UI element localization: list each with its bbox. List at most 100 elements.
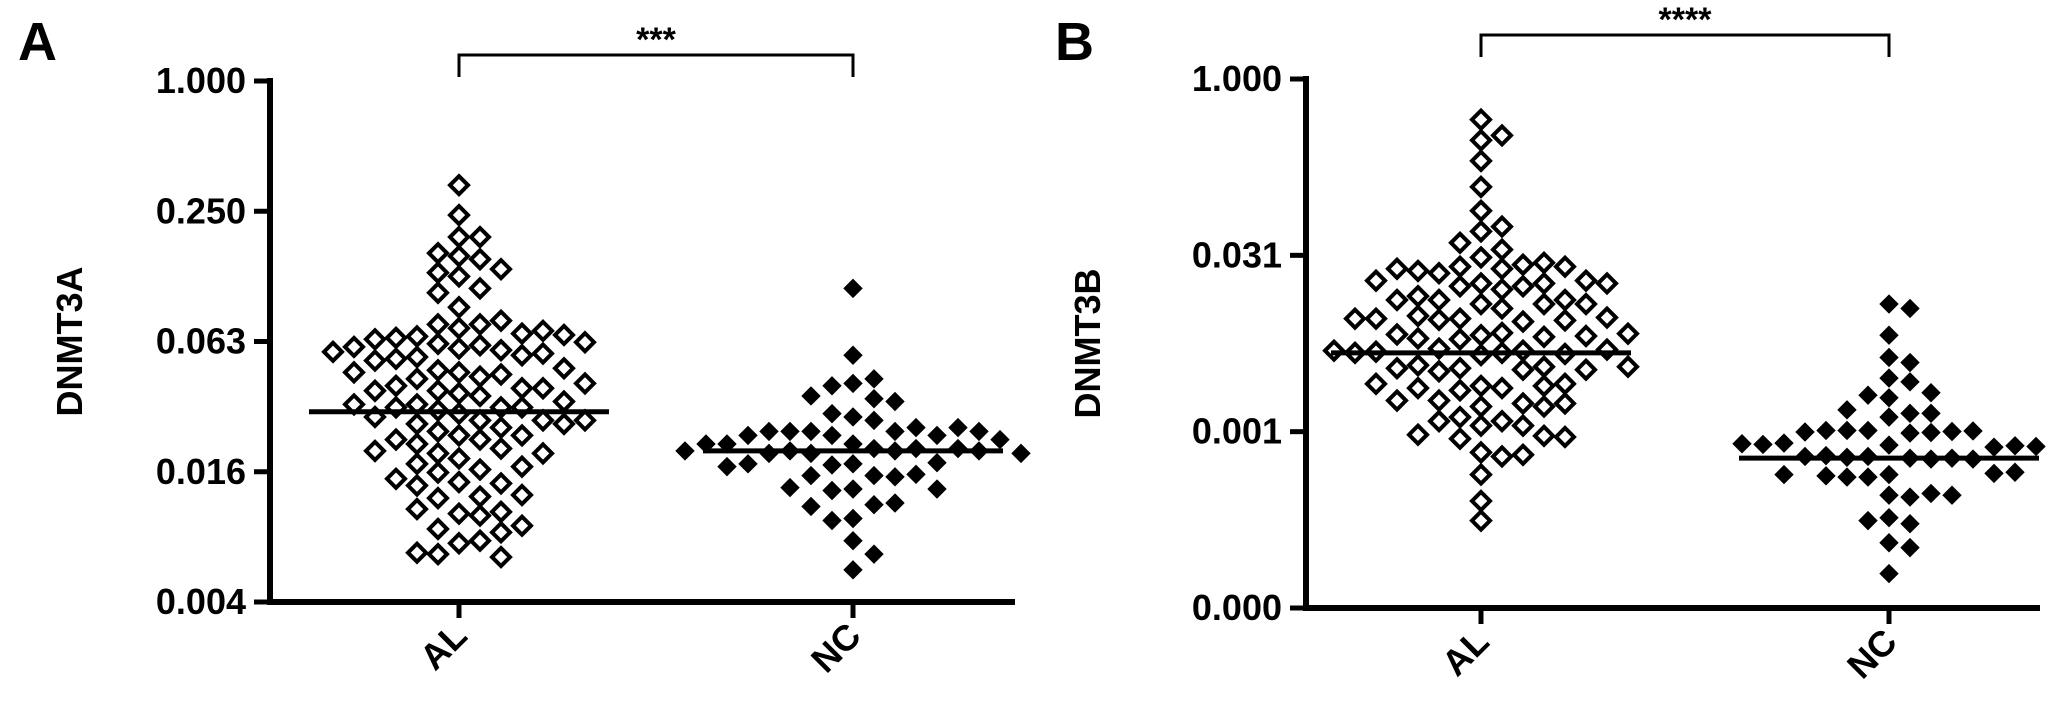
data-point <box>864 410 884 431</box>
data-point <box>1879 464 1899 485</box>
data-point <box>468 503 492 528</box>
data-point <box>1427 288 1451 312</box>
data-point <box>1469 175 1493 199</box>
data-point <box>927 479 947 499</box>
data-point <box>1879 368 1899 388</box>
y-tick-label: 0.016 <box>156 451 246 492</box>
data-point <box>843 531 863 551</box>
data-point <box>801 496 821 517</box>
data-point <box>552 412 576 436</box>
data-point <box>948 417 968 438</box>
data-point <box>1490 256 1514 281</box>
data-point <box>510 395 534 420</box>
panel-label: A <box>18 12 57 72</box>
data-point <box>426 312 450 337</box>
data-point <box>1490 409 1514 434</box>
data-point <box>468 484 492 509</box>
data-point <box>531 319 555 343</box>
data-point <box>447 360 471 385</box>
data-point <box>1011 443 1031 464</box>
data-point <box>405 367 429 391</box>
data-point <box>990 429 1010 450</box>
data-point <box>1406 376 1430 400</box>
data-point <box>843 407 863 427</box>
data-point <box>342 360 366 385</box>
data-point <box>801 386 821 406</box>
data-point <box>1469 219 1493 244</box>
data-point <box>384 395 408 420</box>
data-point <box>489 338 513 362</box>
data-point <box>1921 483 1941 504</box>
data-point <box>1427 409 1451 434</box>
data-point <box>363 327 387 352</box>
data-point <box>489 471 513 496</box>
data-point <box>1879 294 1899 314</box>
data-point <box>1532 324 1556 349</box>
data-point <box>573 408 597 433</box>
data-point <box>885 421 905 442</box>
data-point <box>1879 533 1899 553</box>
data-point <box>1574 292 1598 316</box>
data-point <box>843 479 863 499</box>
data-point <box>1469 508 1493 533</box>
data-point <box>1490 123 1514 148</box>
data-point <box>573 371 597 396</box>
data-point <box>1553 425 1577 449</box>
data-point <box>1879 388 1899 408</box>
data-point <box>1448 230 1472 255</box>
data-point <box>885 467 905 487</box>
data-point <box>426 441 450 466</box>
data-point <box>1469 394 1493 419</box>
data-point <box>1553 372 1577 396</box>
data-point <box>1469 489 1493 513</box>
data-point <box>405 451 429 476</box>
significance-bracket <box>457 53 855 77</box>
data-point <box>1879 407 1899 427</box>
data-point <box>1490 444 1514 469</box>
data-point <box>468 312 492 337</box>
y-tick-label: 0.001 <box>1192 411 1282 452</box>
data-point <box>1406 259 1430 283</box>
data-point <box>1595 337 1619 362</box>
data-point <box>1532 423 1556 448</box>
data-point <box>2005 436 2025 456</box>
data-point <box>426 542 450 566</box>
data-point <box>1469 374 1493 398</box>
data-point <box>1963 421 1983 441</box>
data-point <box>510 343 534 368</box>
data-point <box>864 388 884 409</box>
data-point <box>1553 254 1577 279</box>
data-point <box>1837 467 1857 487</box>
data-point <box>843 373 863 394</box>
data-point <box>843 278 863 299</box>
data-point <box>384 427 408 452</box>
x-tick-label: NC <box>1839 621 1905 687</box>
data-point <box>864 465 884 486</box>
data-point <box>1574 357 1598 382</box>
data-point <box>822 455 842 475</box>
data-point <box>510 321 534 346</box>
data-point <box>489 520 513 545</box>
y-tick-label: 0.031 <box>1192 234 1282 275</box>
data-point <box>1879 563 1899 584</box>
data-point <box>843 560 863 580</box>
data-point <box>426 241 450 266</box>
data-point <box>1490 376 1514 400</box>
data-point <box>1469 292 1493 316</box>
data-point <box>468 457 492 482</box>
data-point <box>447 203 471 227</box>
data-point <box>1490 237 1514 262</box>
data-point <box>1469 149 1493 173</box>
data-point <box>447 173 471 197</box>
data-point <box>468 427 492 452</box>
data-point <box>1364 306 1388 331</box>
data-point <box>510 513 534 538</box>
data-point <box>363 439 387 463</box>
data-point <box>489 257 513 281</box>
data-point <box>552 323 576 347</box>
data-point <box>1427 388 1451 413</box>
data-point <box>717 456 737 477</box>
data-point <box>405 345 429 369</box>
data-point <box>447 336 471 361</box>
